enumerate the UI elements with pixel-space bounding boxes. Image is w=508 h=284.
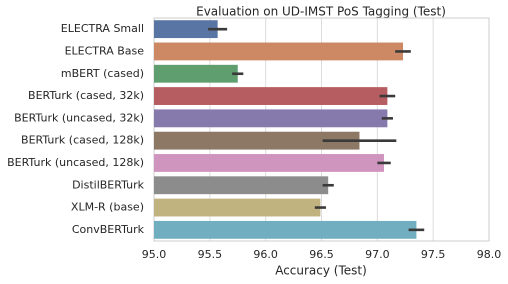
bar	[154, 198, 321, 217]
y-tick-label: BERTurk (uncased, 32k)	[14, 111, 144, 124]
bar	[154, 109, 388, 128]
plot-frame	[153, 17, 490, 242]
bar	[154, 87, 388, 105]
chart-title: Evaluation on UD-IMST PoS Tagging (Test)	[196, 5, 446, 19]
x-tick-label: 97.5	[421, 248, 446, 261]
x-tick-label: 96.5	[309, 248, 334, 261]
y-tick-label: ELECTRA Base	[65, 44, 145, 57]
bar	[154, 154, 385, 172]
y-tick-label: DistilBERTurk	[72, 178, 145, 191]
y-tick-label: mBERT (cased)	[61, 67, 144, 80]
x-axis-label: Accuracy (Test)	[275, 264, 367, 278]
bar	[154, 220, 417, 239]
y-tick-label: BERTurk (uncased, 128k)	[7, 156, 144, 169]
x-tick-label: 95.0	[142, 248, 167, 261]
x-tick-label: 95.5	[198, 248, 223, 261]
y-tick-label: ELECTRA Small	[61, 22, 144, 35]
x-tick-label: 96.0	[253, 248, 278, 261]
bar	[154, 176, 329, 195]
bar	[154, 42, 404, 61]
y-tick-label: BERTurk (cased, 128k)	[21, 134, 144, 147]
bar	[154, 64, 238, 83]
y-tick-label: XLM-R (base)	[71, 201, 144, 214]
bar	[154, 20, 218, 39]
x-tick-label: 98.0	[477, 248, 502, 261]
x-tick-label: 97.0	[365, 248, 390, 261]
bar	[154, 131, 360, 150]
y-tick-label: BERTurk (cased, 32k)	[28, 89, 144, 102]
y-tick-label: ConvBERTurk	[72, 223, 145, 236]
